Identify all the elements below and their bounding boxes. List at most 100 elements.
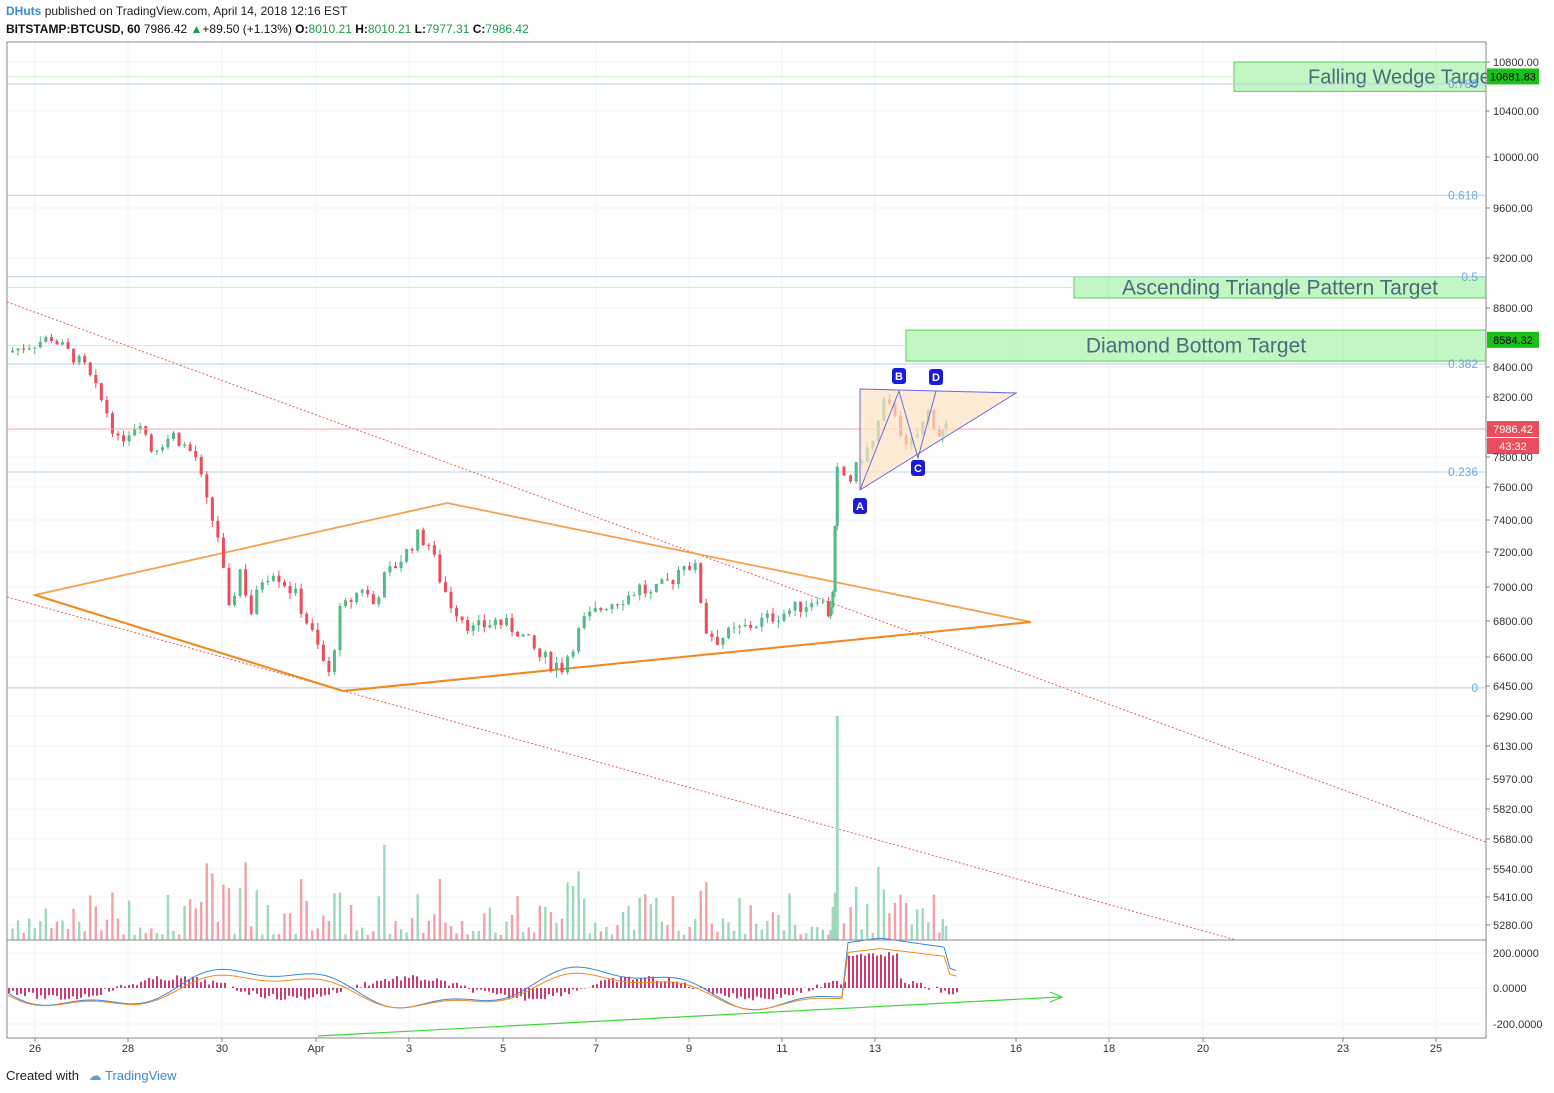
macd-histogram-bar — [836, 980, 838, 988]
candle-body — [133, 428, 137, 436]
volume-bar — [127, 900, 131, 940]
volume-bar — [655, 897, 658, 940]
candle-body — [732, 627, 736, 629]
macd-histogram-bar — [196, 977, 198, 988]
macd-histogram-bar — [372, 983, 374, 988]
candle-body — [443, 582, 447, 592]
pattern-overlay: 10681.83 8584.32 7986.42 43:32 A B C D — [7, 68, 1539, 514]
volume-bar — [533, 932, 536, 940]
macd-histogram-bar — [860, 953, 862, 988]
pattern-point-label: C — [914, 463, 922, 475]
volume-bar — [893, 902, 897, 940]
tradingview-link[interactable]: TradingView — [105, 1068, 177, 1083]
volume-bar — [200, 901, 203, 940]
volume-bar — [277, 934, 281, 940]
volume-bar — [338, 892, 342, 940]
candle-body — [105, 400, 109, 414]
macd-histogram-bar — [956, 988, 958, 993]
volume-bar — [50, 927, 53, 940]
macd-histogram-bar — [748, 988, 750, 999]
divergence-arrow-icon — [1049, 991, 1064, 1003]
falling-wedge-upper-line — [6, 301, 1487, 843]
volume-bar — [842, 923, 846, 940]
macd-histogram-bar — [360, 987, 362, 988]
volume-bar — [904, 902, 908, 940]
macd-histogram-bar — [336, 988, 338, 994]
macd-histogram-bar — [924, 987, 926, 988]
macd-histogram-bar — [716, 988, 718, 994]
volume-bar — [322, 915, 325, 940]
candle-body — [835, 466, 839, 527]
macd-histogram-bar — [468, 988, 470, 989]
macd-histogram-bar — [940, 988, 942, 993]
candle-body — [316, 629, 320, 645]
macd-histogram-bar — [824, 982, 826, 988]
volume-bar — [694, 918, 697, 940]
candle-body — [699, 563, 703, 603]
macd-histogram-bar — [456, 982, 458, 988]
macd-histogram-bar — [528, 988, 530, 999]
macd-histogram-bar — [488, 988, 490, 992]
tradingview-logo-icon[interactable]: ☁ — [88, 1068, 102, 1083]
target-zone-label: Falling Wedge Target — [1308, 67, 1497, 89]
fib-label: 0.618 — [1448, 188, 1478, 202]
volume-bar — [227, 888, 231, 940]
candle-body — [665, 579, 669, 581]
macd-histogram-bar — [548, 988, 550, 995]
macd-histogram-bar — [424, 979, 426, 988]
macd-histogram-bar — [248, 988, 250, 995]
volume-bar — [77, 921, 81, 940]
candle-body — [765, 613, 769, 618]
trend-lines — [6, 301, 1487, 941]
macd-histogram-bar — [692, 988, 694, 990]
volume-bar — [305, 900, 308, 940]
candle-body — [815, 602, 819, 604]
volume-bar — [777, 915, 780, 940]
macd-histogram-bar — [920, 982, 922, 988]
candle-body — [854, 461, 858, 482]
macd-histogram-bar — [712, 988, 714, 995]
volume-bar — [854, 886, 858, 940]
candle-body — [749, 624, 753, 629]
candle-body — [510, 617, 514, 632]
y-tick-label: 8400.00 — [1493, 362, 1533, 374]
volume-bar — [555, 922, 558, 940]
volume-bar — [410, 918, 414, 940]
macd-histogram-bar — [896, 953, 898, 988]
candle-body — [593, 608, 597, 612]
macd-histogram-bar — [608, 979, 610, 988]
candle-body — [88, 362, 92, 375]
macd-histogram-bar — [496, 988, 498, 995]
x-tick-label: 23 — [1337, 1043, 1349, 1055]
volume-bar — [288, 913, 292, 940]
macd-histogram-bar — [224, 982, 226, 988]
macd-histogram-bar — [216, 982, 218, 988]
y-tick-label: 6600.00 — [1493, 652, 1533, 664]
candle-body — [715, 636, 719, 645]
macd-histogram-bar — [84, 988, 86, 995]
candle-body — [327, 660, 331, 673]
volume-bar — [621, 911, 625, 940]
high-label: H: — [355, 22, 368, 36]
macd-histogram-bar — [808, 988, 810, 992]
candle-body — [638, 584, 642, 596]
macd-divergence-line — [317, 996, 1061, 1037]
author-link[interactable]: DHuts — [6, 4, 42, 18]
volume-bar — [805, 933, 808, 940]
candle-body — [582, 616, 586, 629]
candle-body — [94, 374, 98, 384]
volume-bar — [671, 896, 675, 940]
volume-bar — [505, 921, 508, 940]
macd-histogram-bar — [504, 988, 506, 995]
diamond-left-line — [34, 594, 344, 692]
price-axis-badge — [1487, 68, 1539, 85]
candle-body — [432, 545, 436, 555]
volume-bar — [760, 929, 763, 940]
macd-histogram-bar — [180, 977, 182, 988]
volume-bar — [827, 934, 830, 940]
macd-histogram-bar — [208, 984, 210, 988]
y-tick-label: 6130.00 — [1493, 741, 1533, 753]
volume-bar — [455, 933, 458, 940]
diamond-pattern — [31, 502, 1032, 692]
